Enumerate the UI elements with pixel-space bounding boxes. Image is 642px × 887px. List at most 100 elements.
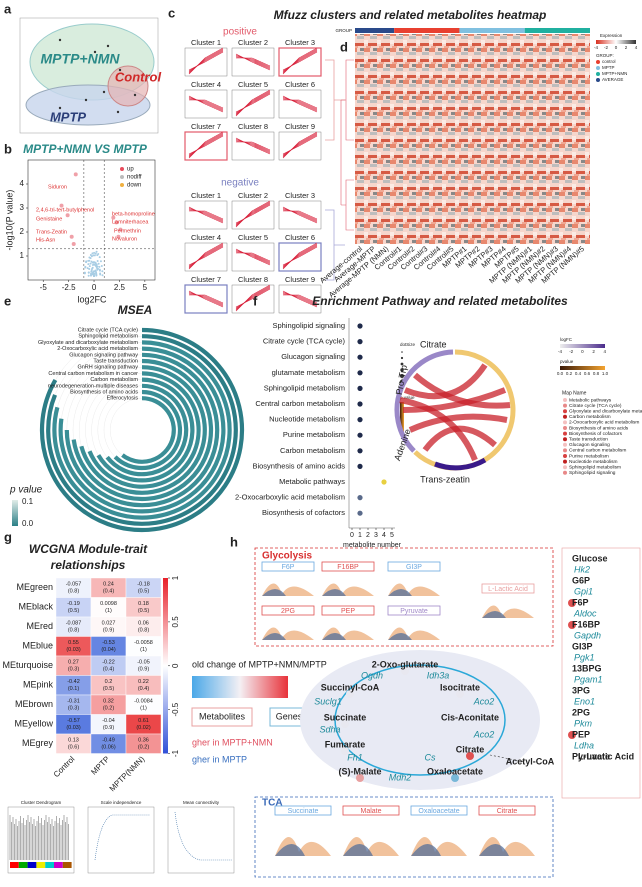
cell-pvalue: (0.2) (138, 744, 149, 750)
pathway-label: Carbon metabolism (280, 446, 345, 455)
dot (357, 463, 363, 469)
legend-tick: 0.0 (557, 371, 564, 376)
cluster-label: Cluster 5 (238, 80, 268, 89)
cluster-box (231, 242, 275, 272)
point (90, 270, 93, 273)
row-label: MEred (26, 621, 53, 631)
x-axis-label: log2FC (77, 294, 107, 304)
legend-gradient (192, 676, 288, 698)
cell-pvalue: (0.4) (138, 686, 149, 692)
chord (413, 372, 511, 409)
cell-pvalue: (0.6) (68, 744, 79, 750)
cell-value: 0.61 (138, 718, 149, 724)
legend-tick: 4 (604, 349, 607, 354)
panel-title: MSEA (118, 303, 153, 317)
point (99, 273, 102, 276)
gene-label: Cs (425, 752, 436, 762)
cluster-label: Cluster 7 (191, 122, 221, 131)
pathway-label: Citrate cycle (TCA cycle) (263, 337, 346, 346)
metabolite-dot (456, 690, 464, 698)
gene-label: Eno1 (574, 696, 595, 706)
point (90, 272, 93, 275)
metabolite-dot (451, 774, 459, 782)
legend-title: logFC (560, 337, 573, 342)
cell-pvalue: (0.8) (68, 627, 79, 633)
chord (399, 397, 478, 462)
cluster-label: Cluster 7 (191, 275, 221, 284)
cluster-line (188, 242, 224, 270)
point (118, 227, 123, 232)
pathway-label: Glyoxylate and dicarboxylate metabolism (38, 340, 138, 346)
point (89, 262, 92, 265)
cell-pvalue: (1) (140, 705, 147, 711)
cell-pvalue: (0.5) (138, 608, 149, 614)
point (111, 215, 116, 220)
x-axis-label: metabolite number (343, 542, 402, 549)
cluster-line (235, 56, 271, 68)
legend-swatch (596, 72, 600, 76)
metabolite-box (387, 605, 441, 616)
gene-label: Gpi1 (574, 586, 593, 596)
pathway-label: GnRH signaling pathway (77, 365, 138, 371)
metabolite-dot (341, 747, 349, 755)
point (93, 275, 96, 277)
cluster-label: Cluster 3 (285, 191, 315, 200)
point (65, 213, 70, 218)
point (89, 274, 92, 277)
legend-swatch (120, 183, 124, 187)
cluster-line (235, 200, 271, 228)
cluster-line (282, 131, 318, 159)
point (71, 242, 76, 246)
legend-swatch (563, 448, 567, 453)
ring-bar (71, 358, 214, 502)
cluster-line (188, 98, 224, 110)
legend-swatch (400, 374, 404, 378)
cell-value: -0.05 (137, 659, 150, 665)
point (98, 256, 101, 259)
metabolite-label: 2-Oxo-glutarate (372, 659, 439, 669)
subplot-title: Scale independence (101, 800, 142, 805)
legend-swatch (596, 60, 600, 64)
legend-tick: 2 (592, 349, 595, 354)
cluster-line (188, 209, 224, 221)
cluster-line (235, 139, 271, 153)
point (91, 266, 94, 269)
row-label: MEyellow (14, 719, 53, 729)
point (102, 90, 106, 94)
legend-label: Citrate cycle (TCA cycle) (569, 403, 622, 409)
point (93, 254, 96, 257)
gene-label: Suclg1 (314, 696, 342, 706)
cluster-line (282, 98, 318, 110)
pathway-label: Taste transduction (93, 358, 138, 364)
cluster-line (282, 209, 318, 221)
cluster-line (282, 97, 318, 111)
legend-tick: -2 (569, 349, 573, 354)
legend-swatch (596, 66, 600, 70)
metabolite-dot (568, 731, 576, 739)
point (96, 260, 99, 263)
cluster-box (184, 47, 228, 77)
legend-title: pvalue (560, 359, 574, 364)
cell-pvalue: (0.3) (68, 705, 79, 711)
colorbar-tick: 0.5 (171, 616, 180, 628)
cell-pvalue: (0.8) (68, 588, 79, 594)
row-label: MEblack (18, 602, 53, 612)
point-label: Trans-Zeatin (36, 229, 67, 235)
point (73, 172, 78, 177)
cluster-line (235, 53, 271, 71)
metabolite-label: Succinate (288, 808, 319, 815)
legend-swatch (563, 403, 567, 408)
point (84, 98, 88, 102)
cluster-line (235, 248, 271, 266)
legend-label: MPTP (602, 65, 615, 70)
cluster-line (188, 47, 224, 75)
group-label: Control (115, 69, 162, 84)
point (99, 260, 102, 263)
cell-value: -0.04 (102, 718, 115, 724)
metabolite-label: 2PG (281, 608, 295, 615)
metabolite-label: F6P (282, 564, 295, 571)
legend-tick: -2 (604, 45, 608, 50)
ellipse (107, 65, 149, 107)
x-tick-label: 1 (358, 532, 362, 539)
group-bar (524, 28, 590, 33)
